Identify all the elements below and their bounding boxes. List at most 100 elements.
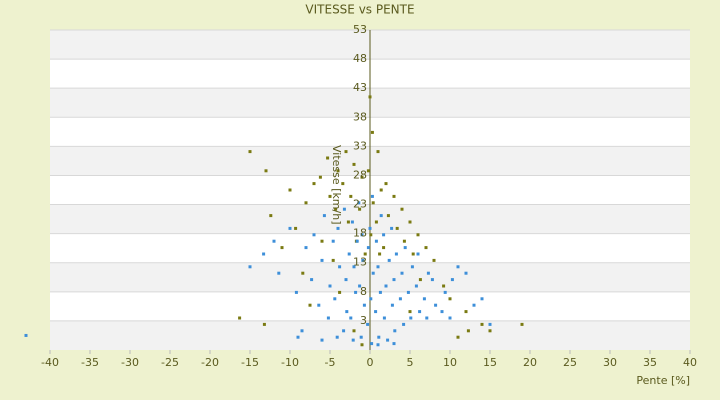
point: [376, 265, 380, 269]
point: [262, 252, 266, 256]
point: [443, 290, 447, 294]
point: [296, 335, 300, 339]
x-tick-label: -30: [121, 356, 139, 369]
point: [472, 303, 476, 307]
point: [434, 303, 438, 307]
point: [351, 338, 355, 342]
point: [350, 220, 354, 224]
point: [304, 201, 308, 205]
point: [288, 188, 292, 192]
point: [379, 188, 383, 192]
point: [352, 265, 356, 269]
plot: [24, 95, 524, 347]
x-tick-label: -5: [325, 356, 336, 369]
point: [344, 278, 348, 282]
point: [374, 220, 378, 224]
point: [416, 252, 420, 256]
point: [342, 329, 346, 333]
x-tick-label: -15: [241, 356, 259, 369]
x-tick-label: -40: [41, 356, 59, 369]
point: [403, 246, 407, 250]
point: [480, 297, 484, 301]
point: [393, 329, 397, 333]
point: [387, 258, 391, 262]
point: [402, 239, 406, 243]
y-tick-label: 23: [353, 198, 367, 211]
y-tick-label: 28: [353, 168, 367, 181]
point: [280, 246, 284, 250]
point: [322, 214, 326, 218]
point: [425, 316, 429, 320]
point: [398, 297, 402, 301]
point: [390, 226, 394, 230]
point: [400, 207, 404, 211]
point: [409, 316, 413, 320]
point: [355, 239, 359, 243]
point: [336, 226, 340, 230]
point: [418, 278, 422, 282]
y-axis-label: Vitesse [km/h]: [330, 145, 343, 225]
x-tick-label: -35: [81, 356, 99, 369]
point: [342, 207, 346, 211]
point: [326, 156, 330, 160]
point: [328, 194, 332, 198]
y-tick-label: 33: [353, 139, 367, 152]
x-tick-label: -20: [201, 356, 219, 369]
point: [366, 322, 370, 326]
point: [277, 271, 281, 275]
point: [358, 284, 362, 288]
point: [456, 265, 460, 269]
y-tick-label: 13: [353, 256, 367, 269]
point: [370, 130, 374, 134]
y-tick-label: 38: [353, 110, 367, 123]
point: [410, 265, 414, 269]
point: [334, 207, 338, 211]
point: [464, 310, 468, 314]
point: [352, 162, 356, 166]
x-tick-label: 5: [407, 356, 414, 369]
point: [424, 246, 428, 250]
point: [24, 333, 28, 337]
point: [331, 258, 335, 262]
point: [480, 322, 484, 326]
point: [360, 343, 364, 347]
x-tick-label: 0: [367, 356, 374, 369]
point: [386, 338, 390, 342]
x-tick-label: 30: [603, 356, 617, 369]
point: [361, 258, 365, 262]
plot-background: [49, 29, 691, 354]
point: [382, 316, 386, 320]
point: [300, 329, 304, 333]
point: [384, 284, 388, 288]
y-tick-label: 43: [353, 81, 367, 94]
x-tick-label: 25: [563, 356, 577, 369]
point: [320, 338, 324, 342]
x-tick-label: 35: [643, 356, 657, 369]
x-tick-label: 40: [683, 356, 697, 369]
point: [488, 329, 492, 333]
point: [384, 182, 388, 186]
point: [379, 214, 383, 218]
point: [400, 271, 404, 275]
point: [371, 201, 375, 205]
point: [360, 175, 364, 179]
point: [288, 226, 292, 230]
point: [349, 194, 353, 198]
point: [269, 214, 273, 218]
point: [386, 214, 390, 218]
point: [344, 150, 348, 154]
point: [378, 290, 382, 294]
point: [464, 271, 468, 275]
point: [394, 252, 398, 256]
point: [354, 290, 358, 294]
point: [374, 310, 378, 314]
point: [358, 207, 362, 211]
point: [362, 303, 366, 307]
point: [308, 303, 312, 307]
point: [320, 239, 324, 243]
point: [422, 297, 426, 301]
point: [392, 278, 396, 282]
point: [301, 271, 305, 275]
chart-title: VITESSE vs PENTE: [305, 3, 414, 17]
